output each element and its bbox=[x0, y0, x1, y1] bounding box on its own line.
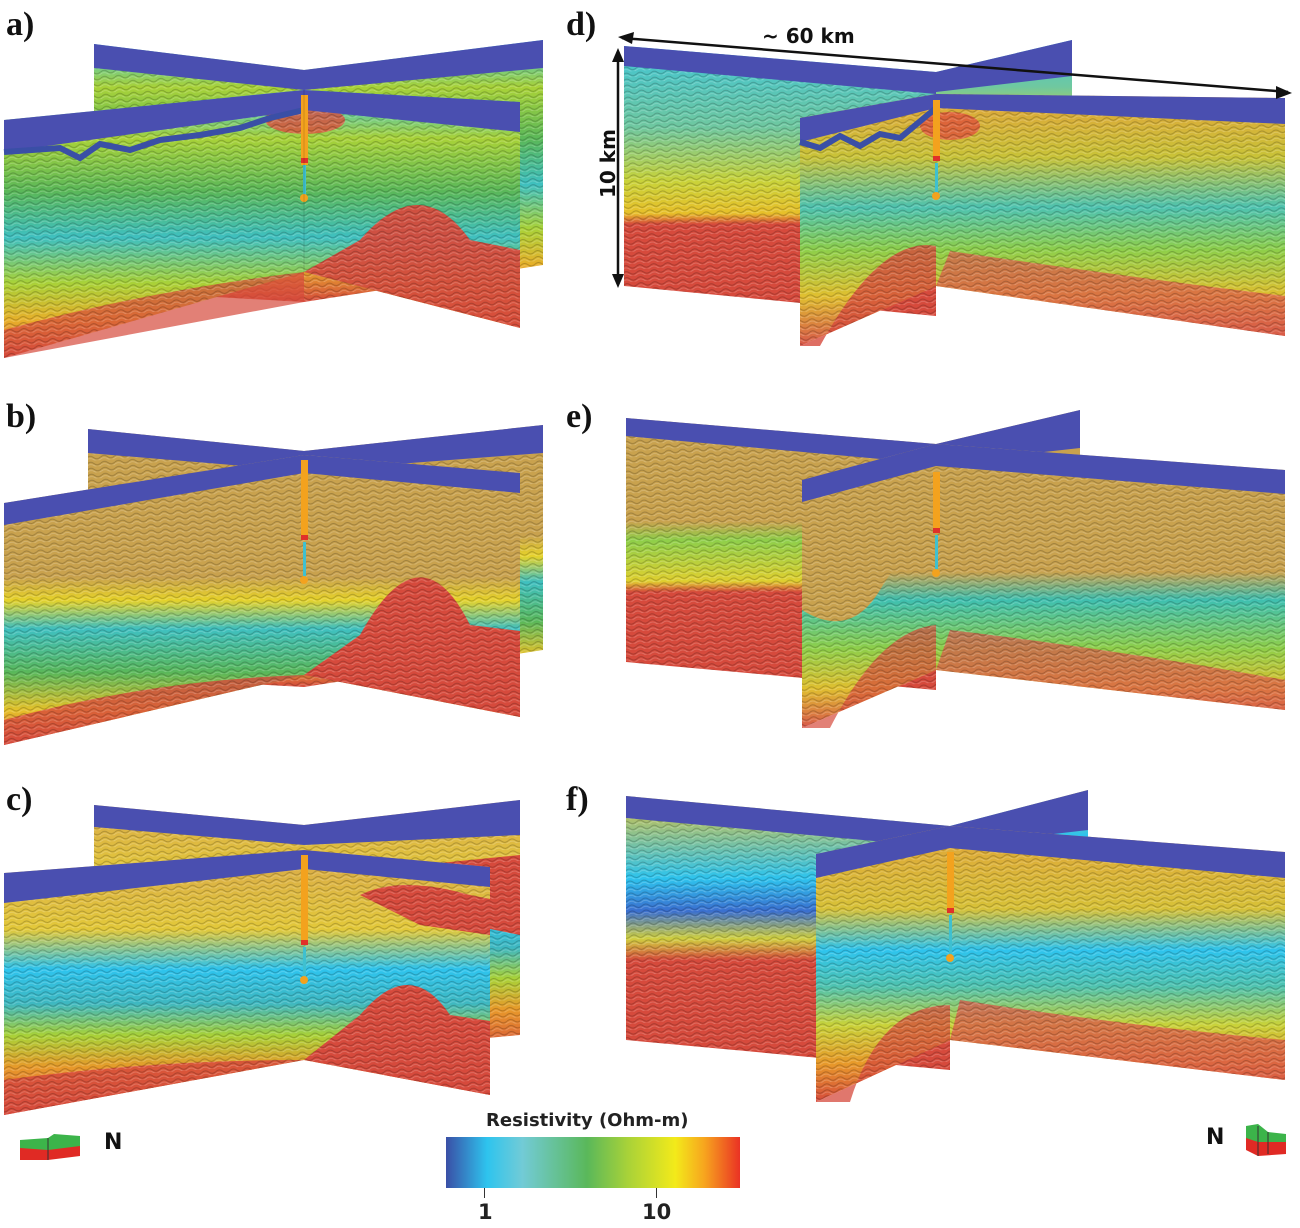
vertical-scale-label: 10 km bbox=[596, 129, 620, 198]
fence-diagram-f bbox=[620, 790, 1300, 1110]
panel-label-c: c) bbox=[6, 781, 33, 818]
panel-label-b: b) bbox=[6, 398, 37, 435]
panel-label-f: f) bbox=[566, 781, 589, 818]
north-label-right: N bbox=[1206, 1125, 1225, 1150]
fence-diagram-b bbox=[0, 425, 560, 755]
orientation-indicator-left bbox=[18, 1130, 86, 1167]
resistivity-colorbar bbox=[446, 1137, 740, 1188]
fence-diagram-d bbox=[620, 36, 1300, 346]
fence-diagram-c bbox=[0, 795, 560, 1125]
orientation-indicator-right bbox=[1242, 1122, 1290, 1163]
panel-label-e: e) bbox=[566, 398, 593, 435]
north-label-left: N bbox=[104, 1130, 123, 1155]
colorbar-tick-1 bbox=[484, 1188, 485, 1198]
colorbar-tick-10 bbox=[656, 1188, 657, 1198]
panel-label-d: d) bbox=[566, 6, 597, 43]
fence-diagram-e bbox=[620, 410, 1300, 730]
fence-diagram-a bbox=[0, 40, 560, 370]
colorbar-tick-label-10: 10 bbox=[642, 1200, 672, 1224]
scale-arrows bbox=[612, 32, 1292, 288]
colorbar-title: Resistivity (Ohm-m) bbox=[486, 1110, 689, 1131]
horizontal-scale-label: ~ 60 km bbox=[762, 24, 855, 48]
colorbar-tick-label-1: 1 bbox=[478, 1200, 493, 1224]
panel-label-a: a) bbox=[6, 6, 35, 43]
orientation-block-icon bbox=[1246, 1124, 1286, 1156]
orientation-block-icon bbox=[20, 1134, 80, 1160]
